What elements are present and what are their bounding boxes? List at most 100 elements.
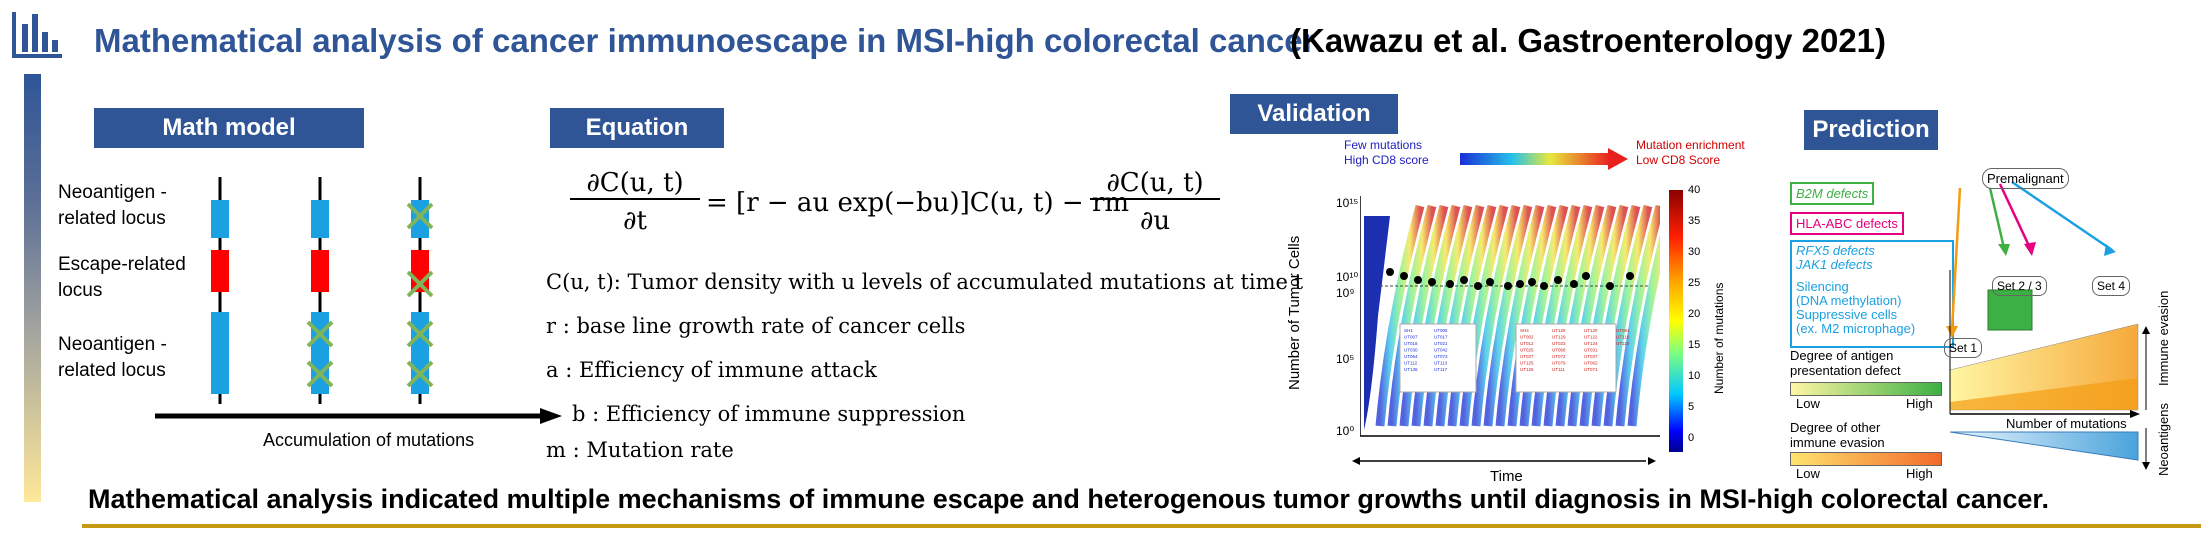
immune-evasion-label: Immune evasion bbox=[2156, 290, 2171, 386]
colorbar-tick: 40 bbox=[1688, 184, 1701, 196]
sample-dot bbox=[1606, 282, 1614, 290]
growth-streak bbox=[1519, 204, 1569, 427]
set23-badge: Set 2 / 3 bbox=[1992, 276, 2047, 296]
other-low: Low bbox=[1796, 466, 1820, 481]
other-high: High bbox=[1906, 466, 1933, 481]
growth-streak bbox=[1543, 204, 1593, 427]
colorbar-tick: 25 bbox=[1688, 277, 1701, 289]
blue-growth-band bbox=[1364, 216, 1390, 430]
set1-badge: Set 1 bbox=[1944, 338, 1983, 358]
prediction-xlabel: Number of mutations bbox=[2006, 416, 2127, 431]
blue-sample-box bbox=[1399, 323, 1477, 393]
sample-dot bbox=[1428, 278, 1436, 286]
time-arrow bbox=[1352, 457, 1656, 465]
growth-streak bbox=[1615, 204, 1660, 427]
eq-lhs-denominator: ∂t bbox=[623, 206, 647, 236]
mutation-axis-label: Accumulation of mutations bbox=[263, 430, 475, 450]
conclusion-text: Mathematical analysis indicated multiple… bbox=[88, 484, 2049, 514]
chromosome-1 bbox=[211, 177, 229, 404]
growth-streaks bbox=[1375, 204, 1660, 427]
colorbar-tick: 15 bbox=[1688, 339, 1701, 351]
sample-dot bbox=[1414, 276, 1422, 284]
eq-rhs-numerator: ∂C(u, t) bbox=[1090, 168, 1220, 200]
def-m: m : Mutation rate bbox=[546, 438, 734, 462]
jak1-rfx5-box: RFX5 defects JAK1 defects Silencing (DNA… bbox=[1790, 240, 1954, 348]
antigen-high: High bbox=[1906, 396, 1933, 411]
growth-streak bbox=[1399, 204, 1449, 427]
suppressive-label: Suppressive cells bbox=[1796, 307, 1898, 322]
escape-label: Escape-related locus bbox=[58, 254, 186, 301]
math-model-heading: Math model bbox=[94, 108, 364, 148]
neoantigen-label-bottom: Neoantigen -related locus bbox=[58, 334, 167, 381]
growth-streak bbox=[1423, 204, 1473, 427]
mutation-enrichment-note: Mutation enrichment Low CD8 Score bbox=[1636, 138, 1745, 167]
reference-citation: (Kawazu et al. Gastroenterology 2021) bbox=[1290, 22, 1887, 59]
antigen-gradient-bar bbox=[1790, 382, 1942, 396]
ytick-9: 10⁹ bbox=[1336, 286, 1355, 300]
sample-dot bbox=[1400, 272, 1408, 280]
m2-label: (ex. M2 microphage) bbox=[1796, 321, 1916, 336]
validation-ylabel: Number of Tumor Cells bbox=[1286, 235, 1303, 390]
growth-streak bbox=[1555, 204, 1605, 427]
growth-streak bbox=[1531, 204, 1581, 427]
red-sample-ids: SH4 UT002 UT012 UT025 UT027 UT125 UT126UT128 UT… bbox=[1520, 328, 1630, 372]
bottom-rule bbox=[82, 524, 2201, 528]
sample-dot bbox=[1504, 282, 1512, 290]
premalignant-badge: Premalignant bbox=[1982, 168, 2069, 189]
neoantigens-label: Neoantigens bbox=[2156, 403, 2171, 476]
sample-dot bbox=[1446, 280, 1454, 288]
neoantigen-label-top: Neoantigen -related locus bbox=[58, 182, 167, 229]
blue-sample-ids: SH1 UT007 UT018 UT030 UT064 UT112 UT136UT005 UT… bbox=[1404, 328, 1448, 372]
colorbar-tick: 20 bbox=[1688, 308, 1701, 320]
sample-dot bbox=[1516, 280, 1524, 288]
growth-streak bbox=[1483, 204, 1533, 427]
def-a: a : Efficiency of immune attack bbox=[546, 358, 877, 382]
antigen-low: Low bbox=[1796, 396, 1820, 411]
colorbar-label: Number of mutations bbox=[1712, 282, 1726, 394]
growth-streak bbox=[1567, 204, 1617, 427]
page-title: Mathematical analysis of cancer immunoes… bbox=[94, 22, 1316, 59]
prediction-heading: Prediction bbox=[1804, 110, 1938, 150]
chromosome-2 bbox=[306, 177, 334, 404]
growth-streak bbox=[1387, 204, 1437, 427]
sample-dot bbox=[1528, 278, 1536, 286]
colorbar-tick: 30 bbox=[1688, 246, 1701, 258]
side-gradient-bar bbox=[24, 74, 41, 502]
validation-heading: Validation bbox=[1230, 94, 1398, 134]
def-b: b : Efficiency of immune suppression bbox=[572, 402, 966, 426]
sample-dots bbox=[1386, 268, 1634, 290]
prediction-diagram bbox=[1946, 180, 2150, 470]
ytick-0: 10⁰ bbox=[1336, 424, 1355, 438]
eq-lhs-numerator: ∂C(u, t) bbox=[570, 168, 700, 200]
growth-streak bbox=[1507, 204, 1557, 427]
growth-streak bbox=[1471, 204, 1521, 427]
dna-methylation-label: (DNA methylation) bbox=[1796, 293, 1902, 308]
tumor-growth-plot: SH1 UT007 UT018 UT030 UT064 UT112 UT136UT005 UT… bbox=[1360, 196, 1660, 437]
growth-streak bbox=[1447, 204, 1497, 427]
ytick-5: 10⁵ bbox=[1336, 352, 1355, 366]
growth-streak bbox=[1495, 204, 1545, 427]
def-r: r : base line growth rate of cancer cell… bbox=[546, 314, 966, 338]
growth-streak bbox=[1603, 204, 1653, 427]
growth-streak bbox=[1579, 204, 1629, 427]
sample-dot bbox=[1554, 276, 1562, 284]
ytick-15: 10¹⁵ bbox=[1336, 196, 1359, 210]
sample-dot bbox=[1460, 276, 1468, 284]
other-evasion-title: Degree of other immune evasion bbox=[1790, 420, 1885, 450]
ytick-10: 10¹⁰ bbox=[1336, 270, 1359, 284]
sample-dot bbox=[1626, 272, 1634, 280]
colorbar-tick: 0 bbox=[1688, 432, 1695, 444]
hla-box: HLA-ABC defects bbox=[1790, 212, 1904, 235]
chromosome-3 bbox=[406, 177, 434, 404]
mutation-arrow bbox=[155, 408, 562, 424]
sample-dot bbox=[1474, 282, 1482, 290]
sample-dot bbox=[1486, 278, 1494, 286]
eq-middle: = [r − au exp(−bu)]C(u, t) − rm bbox=[706, 188, 1130, 218]
colorbar-tick: 5 bbox=[1688, 401, 1695, 413]
jak1-label: JAK1 defects bbox=[1796, 257, 1873, 272]
bar-chart-icon bbox=[12, 12, 62, 58]
antigen-title: Degree of antigen presentation defect bbox=[1790, 348, 1901, 378]
def-c: C(u, t): Tumor density with u levels of … bbox=[546, 270, 1304, 294]
red-sample-box bbox=[1515, 323, 1617, 393]
rfx5-label: RFX5 defects bbox=[1796, 243, 1875, 258]
